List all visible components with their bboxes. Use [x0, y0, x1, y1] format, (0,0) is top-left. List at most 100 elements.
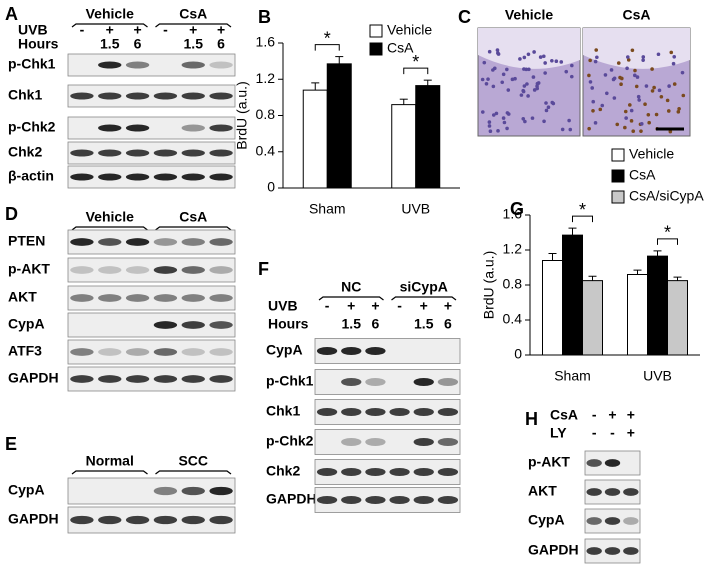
- band: [181, 266, 205, 274]
- nucleus: [626, 58, 631, 62]
- bar: [562, 234, 583, 356]
- row-label: GAPDH: [528, 542, 579, 558]
- nucleus: [669, 50, 674, 55]
- nucleus: [646, 112, 651, 117]
- group-bracket: [155, 226, 232, 231]
- band: [209, 173, 233, 181]
- condition-mark: 1.5: [342, 316, 362, 332]
- nucleus: [505, 67, 509, 72]
- band: [209, 266, 233, 274]
- image-label: Vehicle: [505, 7, 553, 23]
- row-label: Chk1: [266, 403, 300, 419]
- band: [70, 348, 94, 356]
- nucleus: [641, 55, 646, 59]
- condition-mark: 6: [372, 316, 380, 332]
- nucleus: [633, 73, 637, 78]
- x-tick-label: Sham: [554, 368, 591, 384]
- band: [341, 496, 362, 504]
- nucleus: [588, 58, 592, 63]
- nucleus: [591, 99, 596, 104]
- row-label: p-AKT: [528, 454, 570, 470]
- nucleus: [657, 88, 662, 93]
- group-bracket: [71, 23, 148, 28]
- nucleus: [550, 59, 554, 63]
- blot-strip: [67, 285, 236, 311]
- nucleus: [523, 119, 527, 124]
- nucleus: [526, 52, 531, 57]
- band: [623, 488, 639, 496]
- nucleus: [544, 108, 549, 113]
- nucleus: [625, 66, 629, 71]
- nucleus: [666, 109, 671, 113]
- band: [70, 173, 94, 181]
- band: [209, 124, 233, 132]
- nucleus: [635, 75, 640, 79]
- nucleus: [656, 52, 661, 57]
- row-label: Chk2: [8, 144, 42, 160]
- nucleus: [672, 82, 677, 86]
- condition-mark: 1.5: [100, 36, 120, 52]
- nucleus: [671, 61, 676, 66]
- y-tick-label: 0: [514, 346, 522, 362]
- nucleus: [652, 85, 656, 90]
- band: [365, 378, 386, 386]
- band: [316, 408, 338, 416]
- condition-mark: 6: [217, 36, 225, 52]
- y-tick-label: 1.2: [503, 241, 523, 257]
- row-label: PTEN: [8, 233, 45, 249]
- band: [209, 321, 233, 329]
- nucleus: [501, 72, 506, 77]
- condition-mark: +: [627, 407, 635, 423]
- band: [181, 348, 205, 356]
- legend-swatch: [611, 148, 625, 162]
- row-label: CypA: [528, 512, 565, 528]
- condition-mark: 1.5: [184, 36, 204, 52]
- condition-mark: +: [444, 298, 452, 314]
- band: [98, 238, 122, 246]
- legend-label: Vehicle: [387, 22, 432, 38]
- band: [437, 496, 459, 504]
- row-label: p-AKT: [8, 261, 50, 277]
- nucleus: [532, 50, 536, 54]
- blot-strip: [67, 366, 236, 392]
- legend-label: CsA/siCypA: [629, 188, 704, 204]
- band: [316, 347, 338, 355]
- band: [209, 515, 233, 525]
- condition-mark: -: [592, 407, 597, 423]
- x-tick-label: UVB: [401, 201, 430, 217]
- condition-label: Hours: [18, 36, 59, 52]
- band: [153, 375, 178, 383]
- nucleus: [564, 69, 569, 74]
- panel-label: D: [5, 204, 18, 224]
- nucleus: [525, 82, 529, 86]
- panel-label: F: [258, 259, 269, 279]
- group-label: NC: [341, 279, 361, 295]
- group-label: Normal: [86, 453, 134, 469]
- y-tick-label: 0.4: [256, 142, 276, 158]
- nucleus: [494, 111, 499, 116]
- band: [209, 375, 233, 383]
- nucleus: [546, 105, 551, 110]
- nucleus: [568, 127, 573, 132]
- band: [153, 266, 178, 274]
- nucleus: [587, 73, 591, 78]
- condition-mark: 1.5: [414, 316, 434, 332]
- nucleus: [506, 88, 511, 92]
- band: [604, 547, 621, 555]
- bar: [326, 63, 352, 189]
- nucleus: [623, 109, 628, 114]
- y-axis-label: BrdU (a.u.): [481, 251, 497, 319]
- nucleus: [518, 57, 522, 61]
- bar: [582, 280, 603, 356]
- y-tick-label: 0: [267, 179, 275, 195]
- row-label: Chk2: [266, 463, 300, 479]
- nucleus: [629, 119, 634, 123]
- nucleus: [594, 48, 599, 52]
- nucleus: [620, 76, 624, 81]
- band: [98, 348, 122, 356]
- band: [365, 496, 386, 504]
- legend-label: CsA: [629, 167, 656, 183]
- nucleus: [672, 54, 677, 59]
- band: [389, 468, 410, 476]
- band: [413, 438, 434, 446]
